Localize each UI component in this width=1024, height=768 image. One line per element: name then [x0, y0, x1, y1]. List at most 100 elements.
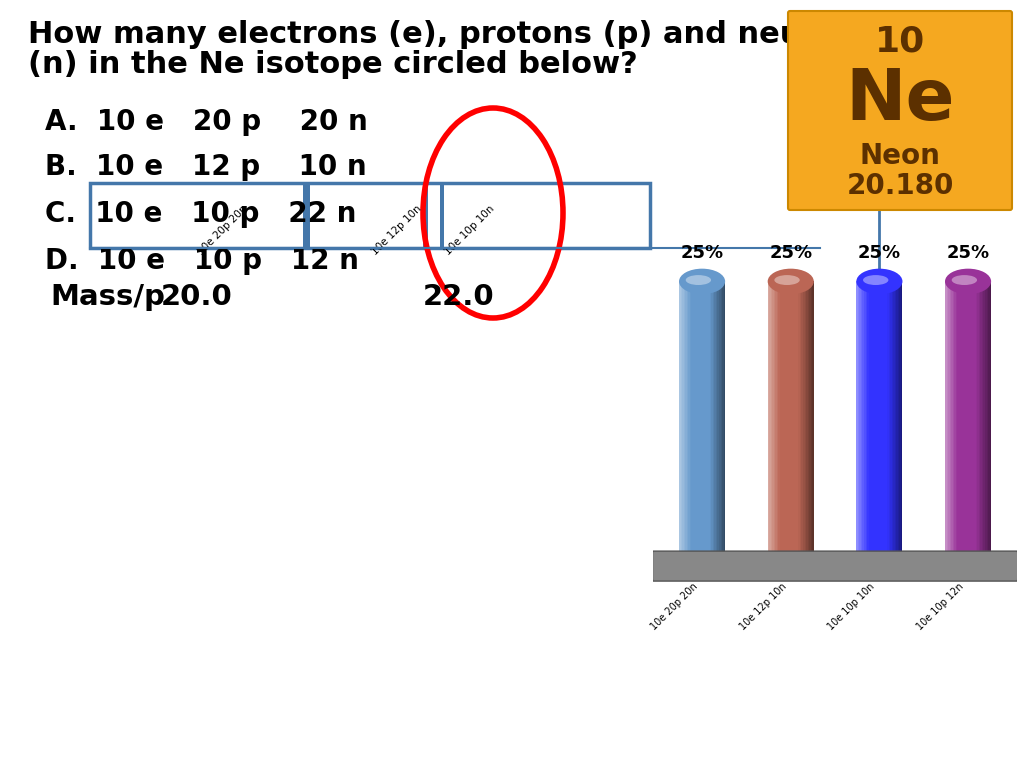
Bar	[856, 281, 858, 554]
Bar	[724, 281, 725, 554]
FancyBboxPatch shape	[788, 11, 1012, 210]
Bar	[718, 281, 719, 554]
Bar	[712, 281, 713, 554]
Bar	[777, 281, 778, 554]
Bar	[893, 281, 895, 554]
Bar	[951, 281, 952, 554]
Bar	[983, 281, 985, 554]
Bar	[716, 281, 718, 554]
Text: 10e 12p 10n: 10e 12p 10n	[370, 204, 424, 257]
Bar	[772, 281, 774, 554]
Bar	[865, 281, 867, 554]
Bar	[986, 281, 988, 554]
Bar	[423, 183, 428, 248]
Bar	[715, 281, 716, 554]
Bar	[90, 183, 650, 248]
Bar	[688, 281, 690, 554]
Bar	[805, 281, 806, 554]
Bar	[858, 281, 859, 554]
Bar	[722, 281, 724, 554]
Bar	[719, 281, 721, 554]
Text: 10e 20p 20n: 10e 20p 20n	[648, 581, 699, 632]
Bar	[899, 281, 901, 554]
Bar	[713, 281, 715, 554]
Bar	[892, 281, 893, 554]
Text: 25%: 25%	[946, 243, 989, 262]
Bar	[946, 281, 948, 554]
Bar	[679, 281, 725, 554]
Bar	[802, 281, 803, 554]
Ellipse shape	[686, 275, 711, 285]
Text: 10e 10p 10n: 10e 10p 10n	[442, 204, 497, 257]
Bar	[862, 281, 864, 554]
Bar	[896, 281, 898, 554]
Ellipse shape	[863, 275, 889, 285]
Bar	[948, 281, 949, 554]
Text: Mass/p: Mass/p	[50, 283, 165, 311]
Bar	[979, 281, 980, 554]
Ellipse shape	[774, 275, 800, 285]
Text: 10e 10p 10n: 10e 10p 10n	[826, 581, 877, 631]
Text: 25%: 25%	[681, 243, 724, 262]
Bar	[949, 281, 951, 554]
Text: 10e 10p 12n: 10e 10p 12n	[914, 581, 966, 632]
Bar	[769, 281, 771, 554]
Text: 20.0: 20.0	[161, 283, 232, 311]
Text: How many electrons (e), protons (p) and neutrons: How many electrons (e), protons (p) and …	[28, 20, 892, 49]
Ellipse shape	[768, 269, 814, 294]
Bar	[954, 281, 955, 554]
Ellipse shape	[679, 269, 725, 294]
Text: (n) in the Ne isotope circled below?: (n) in the Ne isotope circled below?	[28, 50, 638, 79]
Text: Ne: Ne	[845, 66, 954, 135]
Ellipse shape	[945, 269, 991, 294]
Text: 10e 20p 20n: 10e 20p 20n	[197, 204, 250, 257]
Bar	[952, 281, 954, 554]
Text: 25%: 25%	[769, 243, 812, 262]
Bar	[799, 281, 800, 554]
Text: 10: 10	[874, 25, 925, 59]
Text: 10e 12p 10n: 10e 12p 10n	[737, 581, 788, 632]
Bar	[687, 281, 688, 554]
Bar	[989, 281, 991, 554]
Bar	[774, 281, 775, 554]
Bar	[690, 281, 691, 554]
Bar	[682, 281, 684, 554]
Bar	[806, 281, 808, 554]
Bar	[809, 281, 811, 554]
Bar	[778, 281, 780, 554]
Bar	[890, 281, 892, 554]
Text: D.  10 e   10 p   12 n: D. 10 e 10 p 12 n	[45, 247, 358, 275]
Bar	[808, 281, 809, 554]
Bar	[859, 281, 861, 554]
Text: B.  10 e   12 p    10 n: B. 10 e 12 p 10 n	[45, 153, 367, 181]
Bar	[775, 281, 777, 554]
Bar	[887, 281, 889, 554]
Bar	[771, 281, 772, 554]
Bar	[982, 281, 983, 554]
Bar	[768, 281, 769, 554]
Bar	[710, 281, 712, 554]
Bar	[945, 281, 946, 554]
Text: C.  10 e   10 p   22 n: C. 10 e 10 p 22 n	[45, 200, 356, 228]
Bar	[679, 281, 681, 554]
Bar	[864, 281, 865, 554]
Bar	[945, 281, 991, 554]
Ellipse shape	[951, 275, 977, 285]
Bar	[768, 281, 814, 554]
FancyBboxPatch shape	[652, 551, 1018, 581]
Bar	[867, 281, 868, 554]
Bar	[681, 281, 682, 554]
Bar	[811, 281, 812, 554]
Bar	[685, 281, 687, 554]
Bar	[976, 281, 977, 554]
Text: 25%: 25%	[858, 243, 901, 262]
Bar	[985, 281, 986, 554]
Text: A.  10 e   20 p    20 n: A. 10 e 20 p 20 n	[45, 108, 368, 136]
Bar	[812, 281, 814, 554]
Bar	[898, 281, 899, 554]
Ellipse shape	[856, 269, 902, 294]
Bar	[803, 281, 805, 554]
Bar	[889, 281, 890, 554]
Text: Neon: Neon	[859, 142, 940, 170]
Bar	[977, 281, 979, 554]
